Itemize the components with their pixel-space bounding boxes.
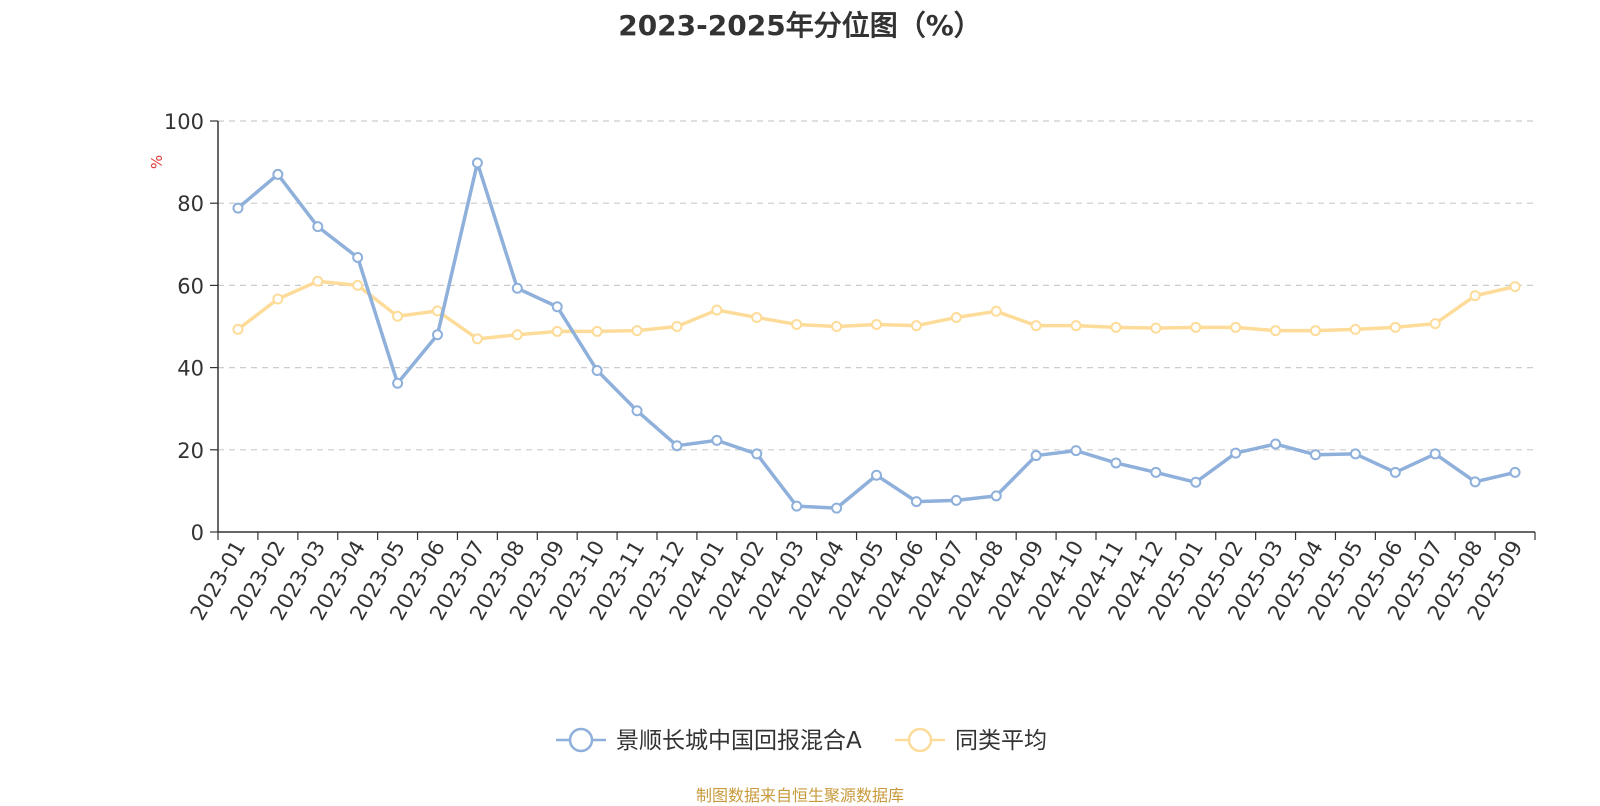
legend-label: 同类平均 bbox=[955, 728, 1047, 754]
data-point bbox=[232, 202, 244, 214]
data-point bbox=[990, 490, 1002, 502]
data-point bbox=[1429, 448, 1441, 460]
data-point bbox=[1030, 450, 1042, 462]
y-tick-label: 60 bbox=[177, 274, 204, 298]
data-point bbox=[831, 321, 843, 332]
data-point bbox=[711, 434, 723, 446]
data-point bbox=[1270, 325, 1282, 337]
series-line-1 bbox=[236, 279, 1516, 341]
data-point bbox=[1270, 438, 1282, 450]
legend-item: 景顺长城中国回报混合A bbox=[556, 727, 862, 754]
data-point bbox=[1389, 321, 1401, 333]
data-point bbox=[471, 333, 483, 345]
data-point bbox=[1349, 323, 1361, 335]
data-point bbox=[1150, 322, 1162, 334]
data-point bbox=[1469, 476, 1481, 488]
y-tick-label: 100 bbox=[164, 110, 204, 134]
data-point bbox=[1190, 476, 1202, 488]
data-point bbox=[272, 168, 284, 180]
data-point bbox=[950, 311, 962, 323]
data-point bbox=[871, 469, 882, 481]
data-point bbox=[791, 318, 803, 330]
data-point bbox=[1509, 281, 1521, 293]
data-point bbox=[1509, 466, 1521, 478]
data-point bbox=[751, 311, 763, 323]
data-point bbox=[791, 500, 803, 512]
data-point bbox=[751, 448, 763, 460]
data-point bbox=[1110, 457, 1122, 469]
data-point bbox=[551, 325, 563, 337]
data-point bbox=[1070, 320, 1082, 332]
data-point bbox=[671, 321, 683, 332]
data-point bbox=[312, 221, 324, 233]
data-point bbox=[312, 275, 324, 287]
data-point bbox=[831, 502, 843, 514]
data-point bbox=[711, 304, 723, 316]
legend-item: 同类平均 bbox=[895, 727, 1047, 754]
source-note: 制图数据来自恒生聚源数据库 bbox=[695, 786, 904, 805]
data-point bbox=[272, 293, 284, 305]
data-point bbox=[392, 377, 404, 389]
data-point bbox=[871, 318, 882, 330]
data-point bbox=[352, 251, 364, 263]
legend-marker bbox=[907, 727, 933, 753]
data-point bbox=[671, 440, 683, 452]
data-point bbox=[232, 323, 244, 335]
data-point bbox=[631, 405, 643, 417]
chart-title: 2023-2025年分位图（%） bbox=[618, 9, 982, 42]
legend-marker bbox=[568, 727, 594, 753]
data-point bbox=[1310, 325, 1321, 337]
data-point bbox=[1110, 321, 1122, 333]
legend: 景顺长城中国回报混合A 同类平均 bbox=[556, 727, 1047, 754]
data-point bbox=[910, 320, 922, 332]
data-point bbox=[1349, 448, 1361, 460]
series-line-0 bbox=[236, 161, 1516, 510]
data-point bbox=[551, 301, 563, 313]
y-tick-label: 80 bbox=[177, 192, 204, 216]
data-point bbox=[1230, 321, 1242, 333]
data-point bbox=[1190, 321, 1202, 333]
legend-label: 景顺长城中国回报混合A bbox=[616, 728, 862, 754]
data-point bbox=[591, 325, 603, 337]
data-point bbox=[1030, 320, 1042, 332]
data-point bbox=[1389, 466, 1401, 478]
y-tick-label: 20 bbox=[177, 439, 204, 463]
data-point bbox=[1150, 466, 1162, 478]
data-point bbox=[950, 494, 962, 506]
grid-lines bbox=[218, 120, 1535, 451]
data-point bbox=[1429, 318, 1441, 330]
data-point bbox=[392, 310, 404, 322]
data-point bbox=[432, 329, 443, 341]
axes: 020406080100%2023-012023-022023-032023-0… bbox=[148, 110, 1536, 624]
data-point bbox=[910, 496, 922, 508]
data-point bbox=[1469, 290, 1481, 302]
y-tick-label: 0 bbox=[191, 521, 204, 545]
y-axis-unit-label: % bbox=[148, 155, 166, 169]
data-point bbox=[1230, 447, 1242, 459]
data-point bbox=[631, 325, 643, 337]
data-point bbox=[1310, 449, 1321, 461]
data-point bbox=[511, 282, 523, 294]
data-point bbox=[591, 364, 603, 376]
data-point bbox=[471, 157, 483, 169]
data-point bbox=[1070, 445, 1082, 457]
data-point bbox=[352, 279, 364, 291]
series bbox=[232, 157, 1521, 514]
y-tick-label: 40 bbox=[177, 357, 204, 381]
data-point bbox=[511, 329, 523, 341]
data-point bbox=[990, 305, 1002, 317]
